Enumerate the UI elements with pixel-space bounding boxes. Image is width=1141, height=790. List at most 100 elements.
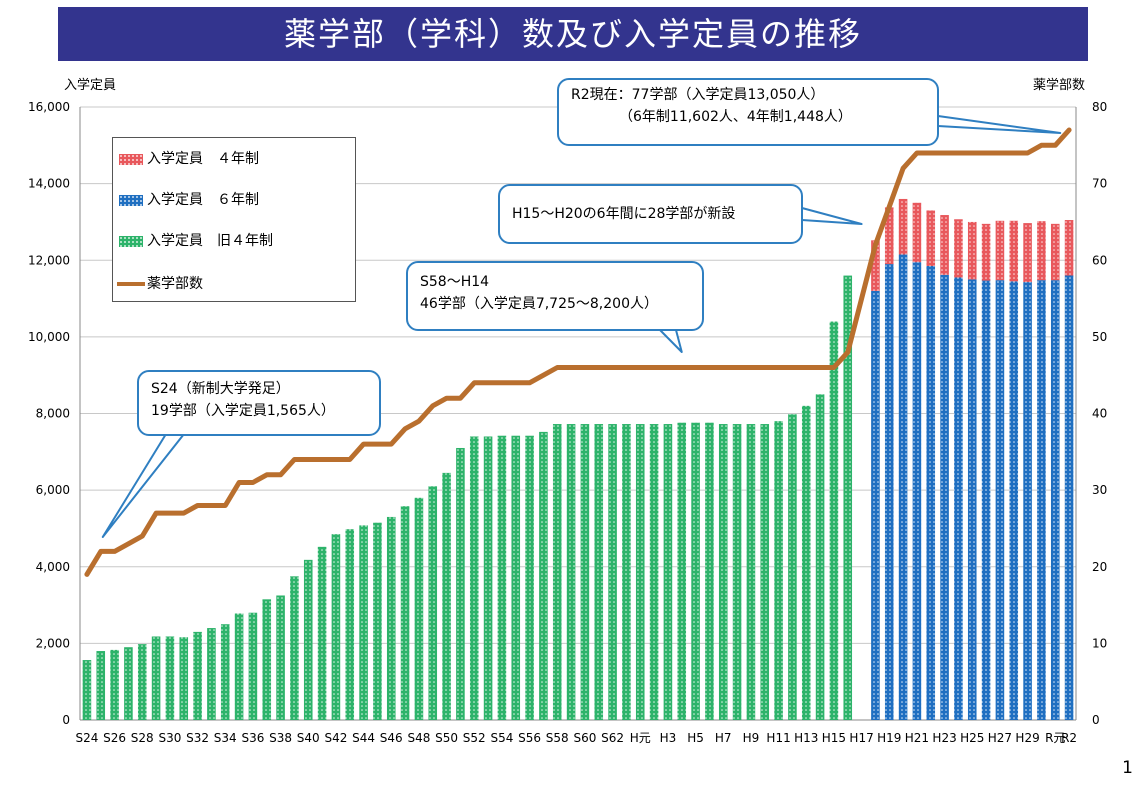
bar-old-four-year	[483, 436, 493, 720]
bar-four-year	[1009, 220, 1019, 282]
bar-four-year	[926, 210, 936, 266]
right-tick-label: 0	[1092, 713, 1100, 727]
bar-six-year	[940, 274, 949, 720]
bar-old-four-year	[345, 529, 355, 720]
bar-old-four-year	[705, 422, 714, 720]
x-tick-label: S46	[380, 731, 403, 745]
left-tick-label: 16,000	[28, 100, 70, 114]
x-tick-label: S36	[241, 731, 264, 745]
bar-old-four-year	[359, 525, 368, 720]
bar-four-year	[884, 207, 894, 265]
callout-h15-line1: H15～H20の6年間に28学部が新設	[512, 206, 736, 222]
x-tick-label: H7	[715, 731, 732, 745]
x-tick-label: S62	[601, 731, 624, 745]
x-tick-label: S48	[407, 731, 430, 745]
bar-four-year	[912, 202, 922, 263]
callout-s58-line2: 46学部（入学定員7,725～8,200人）	[420, 296, 658, 312]
callout-s24: S24（新制大学発足） 19学部（入学定員1,565人）	[137, 370, 381, 436]
bar-four-year	[1023, 223, 1032, 283]
callout-s24-line1: S24（新制大学発足）	[151, 381, 290, 397]
x-tick-label: S24	[75, 731, 98, 745]
bar-old-four-year	[469, 436, 479, 720]
callout-r2: R2現在：77学部（入学定員13,050人） （6年制11,602人、4年制1,…	[557, 78, 939, 146]
right-tick-label: 20	[1092, 560, 1107, 574]
legend-label-four: 入学定員 ４年制	[147, 151, 259, 167]
bar-six-year	[1037, 280, 1046, 720]
bar-old-four-year	[829, 321, 839, 720]
bar-old-four-year	[594, 424, 604, 720]
x-tick-label: R元	[1045, 731, 1065, 745]
x-tick-label: H25	[960, 731, 984, 745]
bar-old-four-year	[137, 644, 147, 720]
x-tick-label: H9	[743, 731, 760, 745]
callout-r2-line1: R2現在：77学部（入学定員13,050人）	[571, 87, 825, 103]
bar-four-year	[967, 221, 977, 280]
bar-old-four-year	[511, 435, 521, 720]
x-tick-label: H11	[766, 731, 790, 745]
legend-swatch-line	[117, 282, 145, 286]
bar-old-four-year	[276, 595, 285, 720]
bar-old-four-year	[746, 424, 756, 720]
bar-four-year	[871, 240, 880, 291]
bar-old-four-year	[207, 628, 216, 720]
right-tick-label: 80	[1092, 100, 1107, 114]
bar-six-year	[995, 280, 1005, 720]
bar-old-four-year	[718, 424, 728, 720]
series-line-school-count	[84, 127, 1072, 577]
legend: 入学定員 ４年制 入学定員 ６年制 入学定員 旧４年制 薬学部数	[112, 137, 356, 302]
x-tick-label: H3	[660, 731, 677, 745]
bar-old-four-year	[843, 275, 853, 720]
callout-s24-line2: 19学部（入学定員1,565人）	[151, 403, 335, 419]
bar-four-year	[1037, 221, 1046, 281]
bar-old-four-year	[331, 534, 341, 720]
bar-old-four-year	[124, 647, 133, 720]
bar-old-four-year	[456, 447, 465, 720]
callout-r2-line2: （6年制11,602人、4年制1,448人）	[619, 109, 852, 125]
bar-six-year	[871, 290, 880, 720]
bar-old-four-year	[649, 424, 659, 720]
left-axis-ticks: 0 2,000 4,000 6,000 8,000 10,000 12,000 14,000 1…	[28, 100, 70, 727]
bar-old-four-year	[110, 649, 119, 720]
x-tick-label: H13	[794, 731, 818, 745]
bar-old-four-year	[566, 424, 576, 720]
bar-old-four-year	[801, 405, 811, 720]
bar-old-four-year	[386, 516, 396, 720]
x-tick-label: S60	[573, 731, 596, 745]
x-tick-label: S32	[186, 731, 209, 745]
bar-six-year	[1023, 282, 1032, 720]
bar-old-four-year	[248, 612, 258, 720]
x-tick-label: H5	[687, 731, 704, 745]
bar-four-year	[954, 219, 963, 278]
bar-four-year	[981, 223, 991, 281]
left-tick-label: 0	[62, 713, 70, 727]
legend-label-old4: 入学定員 旧４年制	[147, 233, 273, 249]
bar-six-year	[884, 264, 894, 720]
bar-old-four-year	[442, 472, 451, 720]
bar-old-four-year	[539, 431, 548, 720]
x-tick-label: H27	[988, 731, 1012, 745]
page-number: 1	[1122, 758, 1133, 778]
bar-old-four-year	[290, 576, 299, 720]
bar-four-year	[1050, 223, 1060, 281]
bar-old-four-year	[317, 546, 327, 720]
bar-six-year	[954, 277, 963, 720]
page-title: 薬学部（学科）数及び入学定員の推移	[58, 7, 1088, 61]
x-tick-label: H23	[932, 731, 956, 745]
bar-old-four-year	[622, 424, 631, 720]
bar-old-four-year	[774, 421, 783, 720]
legend-item-old-four-year: 入学定員 旧４年制	[119, 231, 273, 251]
x-tick-label: H17	[849, 731, 873, 745]
bar-four-year	[898, 198, 908, 255]
callout-s58-tail	[659, 329, 683, 353]
right-axis-title: 薬学部数	[1032, 78, 1085, 93]
bar-old-four-year	[677, 422, 687, 720]
bar-six-year	[926, 265, 936, 720]
bar-six-year	[898, 254, 908, 721]
left-tick-label: 4,000	[36, 560, 70, 574]
right-tick-label: 10	[1092, 636, 1107, 650]
right-tick-label: 40	[1092, 407, 1107, 421]
legend-item-school-count: 薬学部数	[117, 274, 203, 294]
bar-old-four-year	[552, 424, 562, 720]
x-tick-label: S30	[158, 731, 181, 745]
bar-old-four-year	[262, 599, 272, 720]
